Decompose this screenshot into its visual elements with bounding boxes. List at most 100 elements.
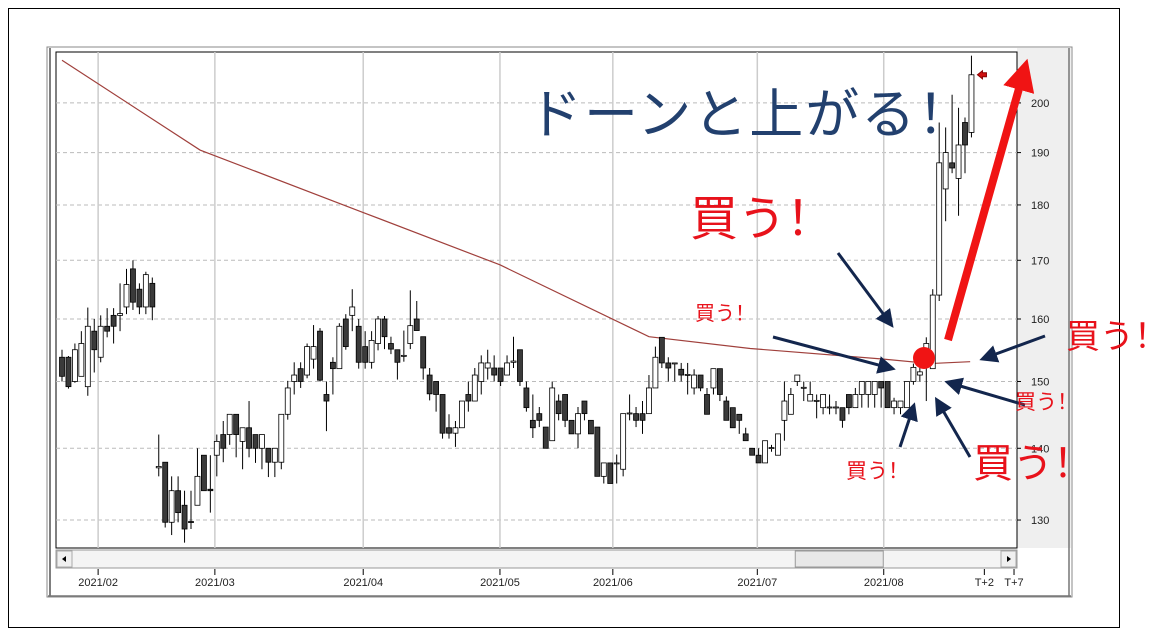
candle	[497, 367, 504, 387]
candle-body-up	[781, 400, 788, 421]
candle	[381, 315, 388, 350]
candle	[297, 362, 304, 388]
candle-body-down	[465, 394, 472, 402]
y-tick-label: 130	[1031, 515, 1049, 527]
candle-body-down	[491, 367, 498, 376]
candle-body-up	[78, 343, 85, 377]
candle-body-down	[317, 330, 323, 381]
candle-body-up	[575, 413, 581, 435]
candle	[871, 381, 878, 408]
candle	[458, 400, 465, 429]
candle	[317, 328, 323, 382]
candle	[968, 55, 975, 138]
candle-body-down	[665, 362, 672, 369]
candle	[916, 367, 923, 382]
candle-body-down	[594, 426, 601, 477]
candle-body-down	[568, 419, 575, 435]
candle	[820, 394, 826, 415]
candle	[142, 271, 149, 315]
candle	[955, 107, 962, 216]
candle-body-up	[852, 394, 859, 409]
candle	[858, 381, 865, 408]
candle-body-up	[168, 490, 175, 523]
candle-body-up	[278, 413, 285, 463]
candle	[394, 349, 401, 380]
candle	[484, 349, 491, 380]
candle	[175, 476, 182, 523]
candle	[865, 381, 872, 408]
candle-body-down	[529, 419, 536, 429]
candle-body-down	[233, 413, 240, 435]
candle	[710, 368, 717, 395]
candle	[633, 406, 639, 428]
candle-body-up	[284, 387, 291, 415]
candle-body-down	[426, 374, 433, 395]
candle-body-down	[542, 426, 549, 449]
annotation-arrow	[979, 334, 1046, 363]
candle-body-up	[794, 374, 801, 382]
candle	[375, 315, 381, 351]
candle	[665, 357, 672, 382]
candle	[646, 375, 652, 415]
candle	[729, 407, 736, 429]
candle-body-up	[768, 447, 775, 449]
price-axis-panel	[1017, 48, 1071, 548]
candle-body-down	[420, 336, 427, 369]
candle-body-up	[684, 374, 691, 376]
candle	[188, 490, 194, 530]
image-frame	[8, 8, 1120, 628]
candle	[588, 419, 594, 435]
y-tick-label: 150	[1031, 376, 1049, 388]
candle	[239, 427, 246, 470]
candle-body-up	[691, 374, 697, 389]
candle	[626, 394, 633, 421]
candle-body-up	[452, 427, 459, 434]
candle-body-down	[729, 407, 736, 429]
candle-body-down	[381, 318, 388, 338]
candle-body-down	[555, 400, 562, 415]
y-tick-label: 200	[1031, 98, 1049, 110]
candle-body-down	[162, 461, 169, 523]
candle	[168, 476, 175, 536]
candle-body-up	[375, 318, 381, 344]
x-tick-label: 2021/06	[593, 577, 633, 589]
candle-body-down	[658, 336, 665, 364]
candle	[246, 401, 252, 458]
candle-body-up	[259, 434, 265, 449]
candle-body-up	[620, 413, 627, 470]
candle	[284, 380, 291, 420]
candle-body-down	[433, 381, 440, 395]
y-tick-label: 190	[1031, 148, 1049, 160]
candle-body-up	[613, 462, 620, 465]
candle	[671, 362, 678, 382]
x-tick-label: T+7	[1004, 577, 1023, 589]
candle	[446, 414, 452, 439]
candle	[200, 454, 207, 492]
candle	[910, 363, 917, 385]
candle-body-up	[400, 354, 407, 357]
candle	[291, 362, 298, 395]
candle	[542, 426, 549, 449]
candle	[549, 381, 556, 442]
candle	[433, 381, 440, 412]
scrollbar-track[interactable]	[55, 549, 1018, 569]
candle	[691, 369, 697, 395]
candle-body-up	[891, 400, 897, 409]
candle	[536, 406, 543, 428]
candle-body-up	[510, 360, 517, 363]
scrollbar-thumb[interactable]	[794, 550, 884, 568]
candle-body-down	[355, 325, 362, 363]
candle-body-down	[207, 488, 214, 492]
candle-body-up	[910, 366, 917, 382]
candle-body-down	[704, 394, 710, 415]
candle	[678, 362, 685, 382]
candle-body-up	[72, 349, 78, 382]
candle	[439, 394, 446, 439]
horizontal-scrollbar[interactable]	[55, 549, 1018, 569]
candle-body-up	[407, 325, 414, 344]
candle	[104, 308, 111, 338]
candle	[504, 355, 510, 376]
candle-body-up	[336, 325, 343, 370]
candle-body-up	[458, 400, 465, 429]
candle-body-up	[213, 440, 220, 456]
